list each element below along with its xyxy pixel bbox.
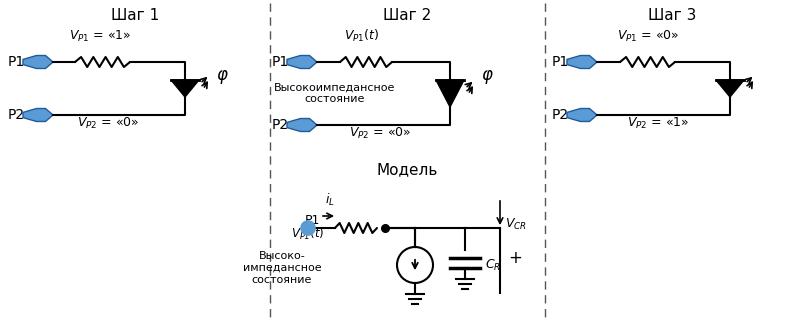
Text: $C_R$: $C_R$ [485,257,501,273]
Text: $V_{P2}$ = «0»: $V_{P2}$ = «0» [349,126,411,141]
Text: P2: P2 [272,118,289,132]
Polygon shape [171,80,199,97]
Polygon shape [716,80,744,97]
Text: P1: P1 [8,55,26,69]
Text: P1: P1 [272,55,290,69]
Text: P1: P1 [304,214,320,227]
Text: Модель: Модель [376,162,438,177]
Polygon shape [23,56,53,68]
Polygon shape [567,109,597,121]
Text: Шаг 2: Шаг 2 [383,8,431,23]
Polygon shape [23,109,53,121]
Text: +: + [508,249,522,267]
Text: $V_{P1}$ = «0»: $V_{P1}$ = «0» [617,29,679,44]
Text: $V_{P2}$ = «0»: $V_{P2}$ = «0» [77,116,139,131]
Polygon shape [436,80,464,107]
Text: Высоко-
импедансное
состояние: Высоко- импедансное состояние [242,251,322,285]
Polygon shape [287,56,317,68]
Polygon shape [567,56,597,68]
Text: Шаг 3: Шаг 3 [648,8,696,23]
Text: φ: φ [481,66,492,84]
Circle shape [301,221,315,235]
Text: $V_{CR}$: $V_{CR}$ [505,216,527,232]
Text: $V_{P1}(t)$: $V_{P1}(t)$ [291,226,325,242]
Text: P1: P1 [552,55,570,69]
Text: $V_{P1}$ = «1»: $V_{P1}$ = «1» [69,29,131,44]
Polygon shape [287,119,317,131]
Text: Шаг 1: Шаг 1 [111,8,159,23]
Text: $V_{P1}(t)$: $V_{P1}(t)$ [344,28,380,44]
Text: $i_L$: $i_L$ [325,192,335,208]
Text: $V_{P2}$ = «1»: $V_{P2}$ = «1» [627,116,689,131]
Text: φ: φ [216,66,227,84]
Text: P2: P2 [552,108,569,122]
Text: Высокоимпедансное
состояние: Высокоимпедансное состояние [274,82,396,104]
Text: P2: P2 [8,108,25,122]
